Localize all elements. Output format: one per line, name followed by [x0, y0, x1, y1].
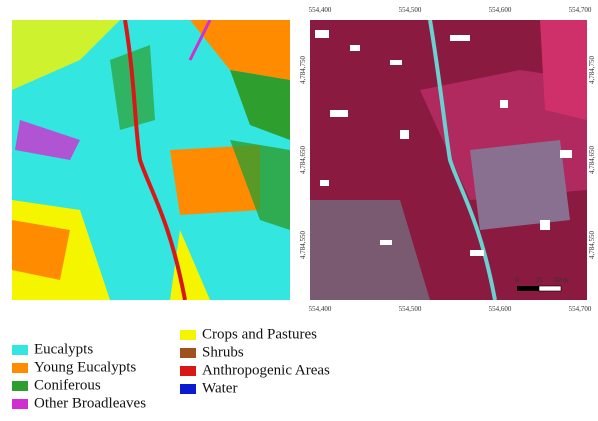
satellite-image	[310, 20, 587, 300]
legend-label: Eucalypts	[34, 341, 93, 357]
easting-label: 554,700	[569, 305, 592, 313]
northing-label: 4,784,750	[588, 56, 596, 85]
figure: 554,400 554,400 554,500 554,500 554,600 554,6…	[0, 0, 598, 416]
northing-label: 4,784,750	[299, 56, 307, 85]
legend-swatch	[12, 381, 28, 391]
legend-swatch	[12, 399, 28, 409]
northing-label: 4,784,650	[588, 146, 596, 175]
legend-label: Other Broadleaves	[34, 395, 146, 411]
scale-bar	[517, 286, 539, 291]
easting-label: 554,600	[489, 305, 512, 313]
easting-label: 554,400	[309, 305, 332, 313]
easting-label: 554,700	[569, 6, 592, 14]
legend-label: Young Eucalypts	[34, 359, 136, 375]
legend-swatch	[180, 330, 196, 340]
easting-label: 554,500	[399, 305, 422, 313]
legend-label: Shrubs	[202, 344, 244, 360]
scale-bar	[539, 286, 561, 291]
northing-label: 4,784,550	[299, 231, 307, 260]
easting-label: 554,500	[399, 6, 422, 14]
legend-label: Anthropogenic Areas	[202, 362, 330, 378]
easting-label: 554,600	[489, 6, 512, 14]
legend-label: Coniferous	[34, 377, 101, 393]
legend-swatch	[12, 345, 28, 355]
scale-label: 0	[515, 276, 519, 284]
legend-swatch	[12, 363, 28, 373]
legend-swatch	[180, 384, 196, 394]
legend-label: Water	[202, 380, 237, 396]
legend-swatch	[180, 366, 196, 376]
easting-label: 554,400	[309, 6, 332, 14]
legend-swatch	[180, 348, 196, 358]
scale-label: 50 m	[554, 276, 569, 284]
scale-label: 25	[536, 276, 544, 284]
legend-label: Crops and Pastures	[202, 326, 317, 342]
northing-label: 4,784,650	[299, 146, 307, 175]
northing-label: 4,784,550	[588, 231, 596, 260]
classification-map	[12, 20, 290, 300]
